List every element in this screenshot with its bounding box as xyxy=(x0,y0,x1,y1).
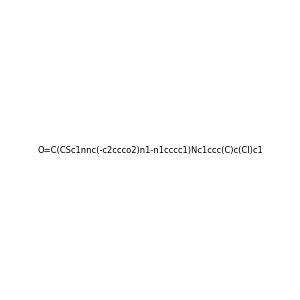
Text: O=C(CSc1nnc(-c2ccco2)n1-n1cccc1)Nc1ccc(C)c(Cl)c1: O=C(CSc1nnc(-c2ccco2)n1-n1cccc1)Nc1ccc(C… xyxy=(37,146,263,154)
